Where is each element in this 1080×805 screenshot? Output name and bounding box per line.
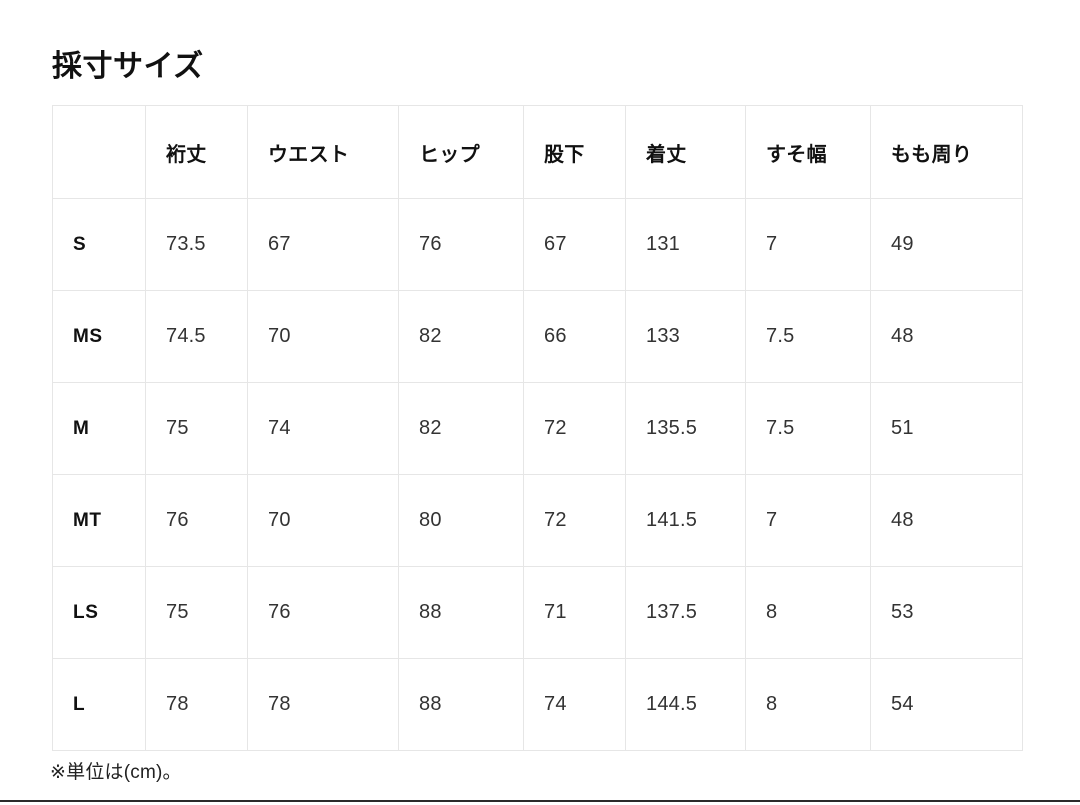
table-row: L 78 78 88 74 144.5 8 54	[52, 658, 1023, 751]
table-row: MS 74.5 70 82 66 133 7.5 48	[52, 290, 1023, 383]
unit-note: ※単位は(cm)。	[50, 762, 182, 783]
cell-ms-hem-width: 7.5	[745, 290, 871, 383]
cell-ms-length: 133	[625, 290, 746, 383]
cell-ms-hip: 82	[398, 290, 524, 383]
header-row: 裄丈 ウエスト ヒップ 股下 着丈 すそ幅 もも周り	[52, 105, 1023, 199]
cell-ms-waist: 70	[247, 290, 399, 383]
row-label-ms: MS	[52, 290, 146, 383]
cell-m-yukitake: 75	[145, 382, 248, 475]
cell-mt-inseam: 72	[523, 474, 626, 567]
row-label-m: M	[52, 382, 146, 475]
cell-ls-inseam: 71	[523, 566, 626, 659]
table-header: 裄丈 ウエスト ヒップ 股下 着丈 すそ幅 もも周り	[52, 105, 1023, 199]
row-label-l: L	[52, 658, 146, 751]
page-title: 採寸サイズ	[52, 50, 204, 84]
cell-l-hip: 88	[398, 658, 524, 751]
cell-s-hem-width: 7	[745, 198, 871, 291]
cell-mt-length: 141.5	[625, 474, 746, 567]
column-header-inseam: 股下	[523, 105, 626, 199]
row-label-s: S	[52, 198, 146, 291]
size-table-container: 裄丈 ウエスト ヒップ 股下 着丈 すそ幅 もも周り S 73.5 67 76 …	[52, 105, 1023, 751]
cell-s-inseam: 67	[523, 198, 626, 291]
cell-m-hem-width: 7.5	[745, 382, 871, 475]
cell-ls-hip: 88	[398, 566, 524, 659]
column-header-waist: ウエスト	[247, 105, 399, 199]
cell-mt-waist: 70	[247, 474, 399, 567]
table-corner-cell	[52, 105, 146, 199]
table-row: S 73.5 67 76 67 131 7 49	[52, 198, 1023, 291]
row-label-mt: MT	[52, 474, 146, 567]
measurement-size-table: 裄丈 ウエスト ヒップ 股下 着丈 すそ幅 もも周り S 73.5 67 76 …	[52, 105, 1023, 751]
cell-m-thigh: 51	[870, 382, 1023, 475]
cell-l-yukitake: 78	[145, 658, 248, 751]
cell-mt-hip: 80	[398, 474, 524, 567]
cell-ls-yukitake: 75	[145, 566, 248, 659]
cell-m-hip: 82	[398, 382, 524, 475]
cell-m-inseam: 72	[523, 382, 626, 475]
cell-s-thigh: 49	[870, 198, 1023, 291]
cell-ls-thigh: 53	[870, 566, 1023, 659]
cell-s-yukitake: 73.5	[145, 198, 248, 291]
cell-ls-hem-width: 8	[745, 566, 871, 659]
cell-mt-thigh: 48	[870, 474, 1023, 567]
cell-m-length: 135.5	[625, 382, 746, 475]
column-header-length: 着丈	[625, 105, 746, 199]
column-header-hip: ヒップ	[398, 105, 524, 199]
cell-s-length: 131	[625, 198, 746, 291]
cell-mt-hem-width: 7	[745, 474, 871, 567]
table-row: M 75 74 82 72 135.5 7.5 51	[52, 382, 1023, 475]
cell-l-inseam: 74	[523, 658, 626, 751]
cell-ms-inseam: 66	[523, 290, 626, 383]
table-row: MT 76 70 80 72 141.5 7 48	[52, 474, 1023, 567]
cell-s-hip: 76	[398, 198, 524, 291]
cell-ls-length: 137.5	[625, 566, 746, 659]
cell-l-waist: 78	[247, 658, 399, 751]
table-row: LS 75 76 88 71 137.5 8 53	[52, 566, 1023, 659]
cell-l-hem-width: 8	[745, 658, 871, 751]
cell-ls-waist: 76	[247, 566, 399, 659]
column-header-yukitake: 裄丈	[145, 105, 248, 199]
cell-mt-yukitake: 76	[145, 474, 248, 567]
bottom-divider	[0, 800, 1080, 802]
table-body: S 73.5 67 76 67 131 7 49 MS 74.5 70 82 6…	[52, 198, 1023, 751]
column-header-thigh: もも周り	[870, 105, 1023, 199]
row-label-ls: LS	[52, 566, 146, 659]
cell-l-length: 144.5	[625, 658, 746, 751]
cell-s-waist: 67	[247, 198, 399, 291]
cell-ms-thigh: 48	[870, 290, 1023, 383]
cell-l-thigh: 54	[870, 658, 1023, 751]
column-header-hem-width: すそ幅	[745, 105, 871, 199]
cell-m-waist: 74	[247, 382, 399, 475]
cell-ms-yukitake: 74.5	[145, 290, 248, 383]
